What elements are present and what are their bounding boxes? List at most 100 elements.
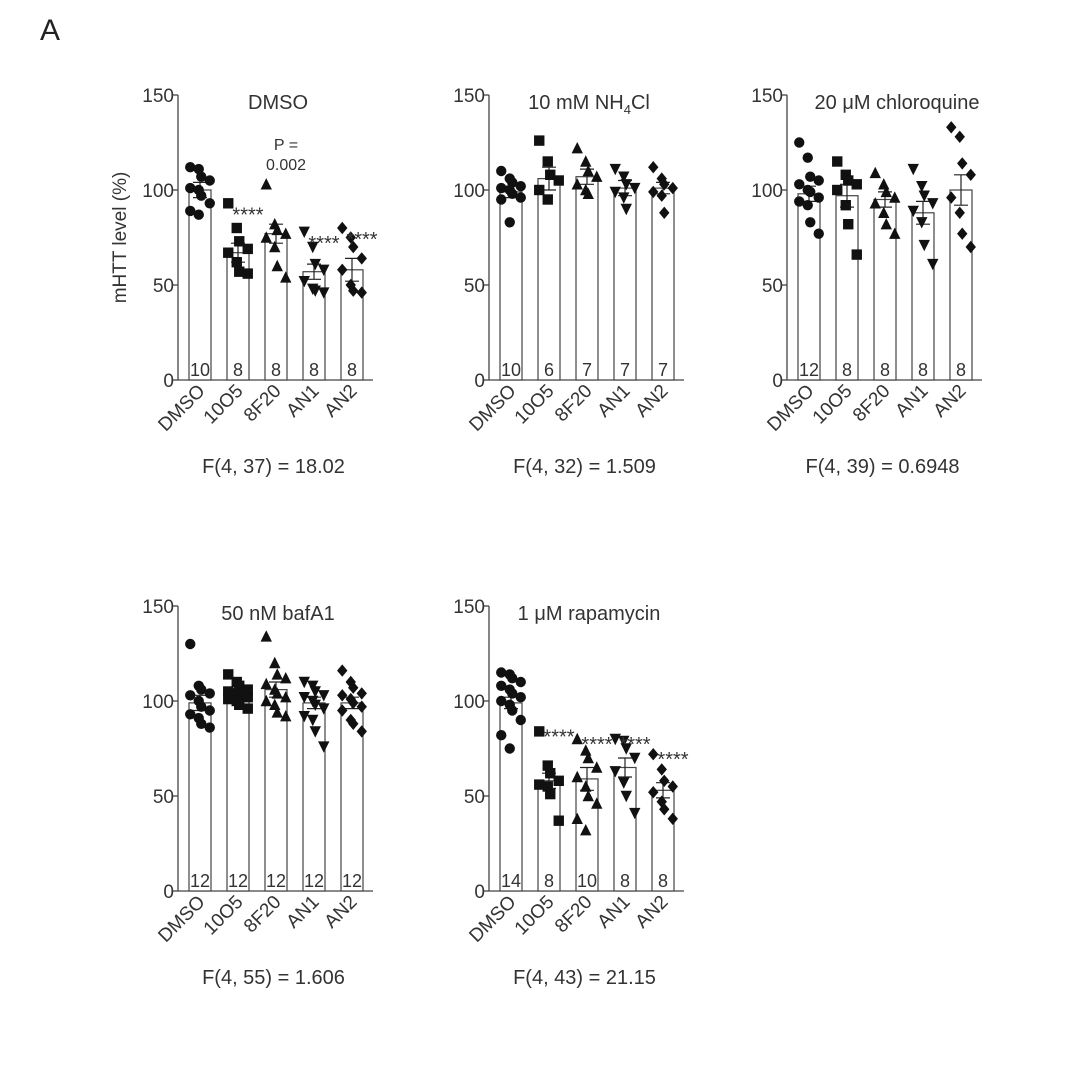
data-point bbox=[337, 689, 348, 702]
data-point bbox=[659, 774, 670, 787]
data-point bbox=[348, 696, 359, 710]
data-point bbox=[318, 264, 330, 276]
data-point bbox=[659, 803, 670, 816]
data-point bbox=[204, 688, 215, 699]
data-point bbox=[223, 686, 234, 697]
bar-AN2 bbox=[949, 189, 973, 381]
y-tick-label: 50 bbox=[464, 276, 485, 297]
data-point bbox=[193, 209, 204, 220]
data-point bbox=[337, 263, 348, 276]
data-point bbox=[805, 186, 816, 198]
chart-title: 1 μM rapamycin bbox=[518, 603, 661, 625]
data-point bbox=[553, 815, 564, 826]
data-point bbox=[618, 777, 630, 789]
x-tick-label: 10O5 bbox=[511, 892, 559, 940]
data-point bbox=[337, 221, 348, 235]
data-point bbox=[231, 222, 242, 234]
data-point bbox=[534, 135, 545, 146]
data-point bbox=[234, 266, 245, 277]
bar-10O5 bbox=[537, 178, 561, 381]
data-point bbox=[515, 714, 526, 726]
data-point bbox=[260, 630, 272, 642]
data-point bbox=[515, 676, 526, 688]
anova-stat: F(4, 55) = 1.606 bbox=[202, 967, 345, 989]
data-point bbox=[234, 680, 245, 691]
data-point bbox=[656, 763, 667, 776]
data-point bbox=[813, 192, 824, 203]
data-point bbox=[242, 684, 253, 695]
y-tick-label: 0 bbox=[474, 371, 485, 392]
data-point bbox=[629, 182, 641, 195]
data-point bbox=[196, 718, 207, 729]
data-point bbox=[496, 194, 507, 205]
data-point bbox=[580, 824, 592, 836]
bar-8F20 bbox=[575, 176, 599, 381]
data-point bbox=[348, 284, 359, 297]
n-label: 8 bbox=[880, 360, 890, 380]
data-point bbox=[542, 156, 553, 167]
data-point bbox=[609, 186, 621, 199]
data-point bbox=[204, 722, 215, 733]
y-tick-label: 100 bbox=[453, 181, 485, 202]
data-point bbox=[280, 672, 292, 684]
data-point bbox=[185, 709, 196, 720]
data-point bbox=[648, 786, 659, 799]
n-label: 8 bbox=[233, 360, 243, 380]
data-point bbox=[507, 705, 518, 716]
y-tick-label: 100 bbox=[751, 181, 783, 202]
y-tick-label: 100 bbox=[142, 181, 174, 202]
data-point bbox=[542, 781, 553, 792]
n-label: 8 bbox=[544, 871, 554, 891]
data-point bbox=[234, 236, 245, 247]
n-label: 8 bbox=[842, 360, 852, 380]
x-tick-label: 8F20 bbox=[849, 381, 894, 426]
n-label: 12 bbox=[342, 871, 362, 891]
data-point bbox=[618, 192, 630, 204]
data-point bbox=[185, 205, 196, 217]
x-tick-label: 8F20 bbox=[551, 381, 596, 426]
p-value-annotation: P = bbox=[274, 137, 298, 154]
data-point bbox=[620, 179, 632, 191]
data-point bbox=[946, 121, 957, 134]
data-point bbox=[185, 690, 196, 701]
data-point bbox=[843, 219, 854, 230]
data-point bbox=[843, 175, 854, 186]
data-point bbox=[496, 165, 507, 177]
data-point bbox=[242, 692, 253, 703]
y-tick-label: 50 bbox=[153, 276, 174, 297]
chart-title: DMSO bbox=[248, 92, 308, 114]
n-label: 7 bbox=[658, 360, 668, 380]
data-point bbox=[185, 638, 196, 650]
y-tick-label: 100 bbox=[142, 692, 174, 713]
data-point bbox=[271, 223, 283, 236]
data-point bbox=[629, 807, 641, 820]
data-point bbox=[869, 197, 881, 209]
data-point bbox=[580, 155, 592, 167]
data-point bbox=[260, 231, 272, 243]
x-tick-label: AN1 bbox=[594, 892, 635, 933]
data-point bbox=[965, 168, 976, 181]
n-label: 12 bbox=[304, 871, 324, 891]
data-point bbox=[309, 285, 321, 297]
data-point bbox=[356, 725, 367, 738]
x-tick-label: 10O5 bbox=[200, 892, 248, 940]
data-point bbox=[260, 677, 272, 690]
y-tick-label: 150 bbox=[751, 86, 783, 107]
data-point bbox=[620, 203, 632, 216]
data-point bbox=[813, 228, 824, 239]
n-label: 12 bbox=[266, 871, 286, 891]
data-point bbox=[946, 191, 957, 204]
n-label: 7 bbox=[620, 360, 630, 380]
data-point bbox=[298, 276, 310, 288]
data-point bbox=[957, 227, 968, 240]
data-point bbox=[298, 676, 310, 689]
data-point bbox=[542, 194, 553, 205]
data-point bbox=[204, 705, 215, 716]
data-point bbox=[515, 181, 526, 192]
data-point bbox=[185, 162, 196, 173]
chart-title: 10 mM NH4Cl bbox=[528, 92, 650, 117]
data-point bbox=[515, 192, 526, 203]
data-point bbox=[802, 200, 813, 211]
